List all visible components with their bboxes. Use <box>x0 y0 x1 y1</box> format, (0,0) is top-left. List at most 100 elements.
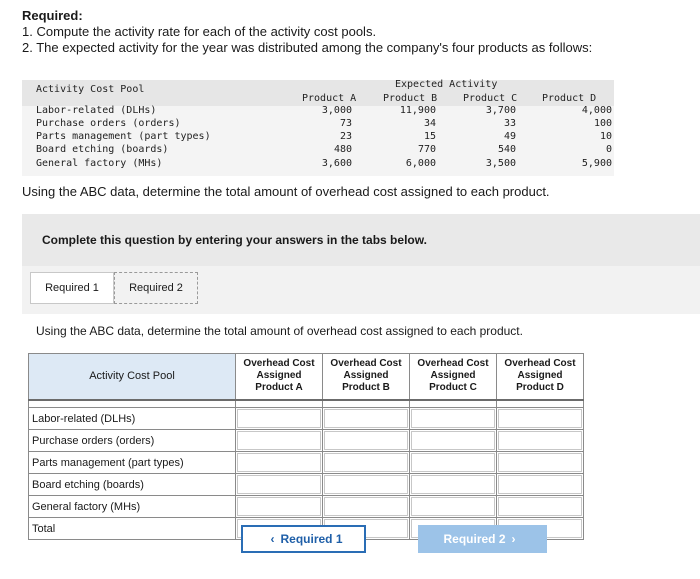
answer-input-product-d[interactable] <box>498 475 582 494</box>
next-required-2-button[interactable]: Required 2 › <box>418 525 547 553</box>
activity-table-body-band <box>22 106 614 176</box>
question-text: Using the ABC data, determine the total … <box>22 184 550 199</box>
required-item-1: 1. Compute the activity rate for each of… <box>22 24 377 39</box>
answer-input-product-b[interactable] <box>324 453 408 472</box>
activity-row-label: Purchase orders (orders) <box>36 118 181 129</box>
answer-prompt: Using the ABC data, determine the total … <box>36 324 523 338</box>
activity-row-label: Labor-related (DLHs) <box>36 105 157 116</box>
input-cell[interactable] <box>409 451 497 474</box>
answer-input-product-d[interactable] <box>498 409 582 428</box>
answer-input-product-c[interactable] <box>411 497 495 516</box>
input-cell[interactable] <box>409 473 497 496</box>
input-cell[interactable] <box>322 517 410 540</box>
input-cell[interactable] <box>409 407 497 430</box>
input-cell[interactable] <box>322 407 410 430</box>
input-cell[interactable] <box>235 495 323 518</box>
column-header-product-a: Overhead Cost Assigned Product A <box>235 353 323 401</box>
answer-input-product-a[interactable] <box>237 431 321 450</box>
answer-spacer-row <box>28 399 584 408</box>
tab-label: Required 2 <box>129 282 183 294</box>
activity-data-table: Activity Cost Pool Expected Activity Pro… <box>22 79 614 176</box>
tab-bar: Required 1 Required 2 <box>22 266 700 314</box>
answer-input-product-b[interactable] <box>324 475 408 494</box>
spacer-cell <box>28 399 236 408</box>
activity-row-label: Parts management (part types) <box>36 131 211 142</box>
activity-value: 33 <box>503 118 516 129</box>
input-cell[interactable] <box>496 451 584 474</box>
input-cell[interactable] <box>235 473 323 496</box>
answer-table: Activity Cost Pool Overhead Cost Assigne… <box>28 353 584 540</box>
expected-activity-header: Expected Activity <box>395 79 498 90</box>
spacer-cell <box>409 399 497 408</box>
answer-input-product-d[interactable] <box>498 431 582 450</box>
column-header-product-b: Overhead Cost Assigned Product B <box>322 353 410 401</box>
input-cell[interactable] <box>496 407 584 430</box>
answer-row-parts: Parts management (part types) <box>28 451 584 474</box>
spacer-cell <box>235 399 323 408</box>
answer-row-label: Purchase orders (orders) <box>28 429 236 452</box>
input-cell[interactable] <box>496 473 584 496</box>
spacer-cell <box>496 399 584 408</box>
instruction-text: Complete this question by entering your … <box>42 233 427 247</box>
answer-input-product-b[interactable] <box>324 497 408 516</box>
input-cell[interactable] <box>496 429 584 452</box>
answer-input-product-a[interactable] <box>237 409 321 428</box>
column-header-line: Product A <box>255 382 303 394</box>
answer-input-product-a[interactable] <box>237 497 321 516</box>
activity-value: 73 <box>339 118 352 129</box>
column-header-line: Overhead Cost <box>417 358 489 370</box>
input-cell[interactable] <box>235 451 323 474</box>
tab-required-2[interactable]: Required 2 <box>114 272 198 304</box>
chevron-right-icon: › <box>511 532 516 546</box>
activity-value: 3,600 <box>321 158 352 169</box>
input-cell[interactable] <box>496 495 584 518</box>
activity-value: 10 <box>599 131 612 142</box>
activity-value: 23 <box>339 131 352 142</box>
answer-input-product-c[interactable] <box>411 409 495 428</box>
activity-pool-header: Activity Cost Pool <box>36 84 145 95</box>
product-d-header: Product D <box>542 93 597 104</box>
activity-row-label: General factory (MHs) <box>36 158 163 169</box>
answer-input-product-a[interactable] <box>237 475 321 494</box>
product-c-header: Product C <box>463 93 518 104</box>
answer-row-label: Labor-related (DLHs) <box>28 407 236 430</box>
activity-value: 3,000 <box>321 105 352 116</box>
input-cell[interactable] <box>409 495 497 518</box>
product-b-header: Product B <box>383 93 438 104</box>
answer-input-product-c[interactable] <box>411 475 495 494</box>
answer-input-product-d[interactable] <box>498 497 582 516</box>
activity-value: 5,900 <box>581 158 612 169</box>
activity-row-label: Board etching (boards) <box>36 144 169 155</box>
input-cell[interactable] <box>322 473 410 496</box>
input-cell[interactable] <box>235 407 323 430</box>
tab-required-1[interactable]: Required 1 <box>30 272 114 304</box>
answer-input-product-c[interactable] <box>411 453 495 472</box>
answer-input-product-b[interactable] <box>324 431 408 450</box>
input-cell[interactable] <box>322 429 410 452</box>
input-cell[interactable] <box>235 429 323 452</box>
activity-value: 0 <box>605 144 612 155</box>
activity-value: 11,900 <box>399 105 436 116</box>
activity-value: 3,700 <box>485 105 516 116</box>
activity-value: 49 <box>503 131 516 142</box>
input-cell[interactable] <box>409 429 497 452</box>
column-header-line: Overhead Cost <box>243 358 315 370</box>
answer-row-label: General factory (MHs) <box>28 495 236 518</box>
answer-input-product-c[interactable] <box>411 431 495 450</box>
activity-value: 15 <box>423 131 436 142</box>
answer-input-product-b[interactable] <box>324 409 408 428</box>
input-cell[interactable] <box>322 451 410 474</box>
column-header-line: Assigned <box>430 370 476 382</box>
answer-input-product-d[interactable] <box>498 453 582 472</box>
input-cell[interactable] <box>322 495 410 518</box>
column-header-line: Product D <box>516 382 564 394</box>
chevron-left-icon: ‹ <box>270 532 275 546</box>
activity-table-header-band <box>22 80 614 106</box>
column-header-product-d: Overhead Cost Assigned Product D <box>496 353 584 401</box>
answer-pool-header: Activity Cost Pool <box>28 353 236 401</box>
required-title: Required: <box>22 8 83 23</box>
required-section: Required: 1. Compute the activity rate f… <box>22 8 592 56</box>
answer-row-label: Total <box>28 517 236 540</box>
prev-required-1-button[interactable]: ‹ Required 1 <box>241 525 366 553</box>
answer-input-product-a[interactable] <box>237 453 321 472</box>
